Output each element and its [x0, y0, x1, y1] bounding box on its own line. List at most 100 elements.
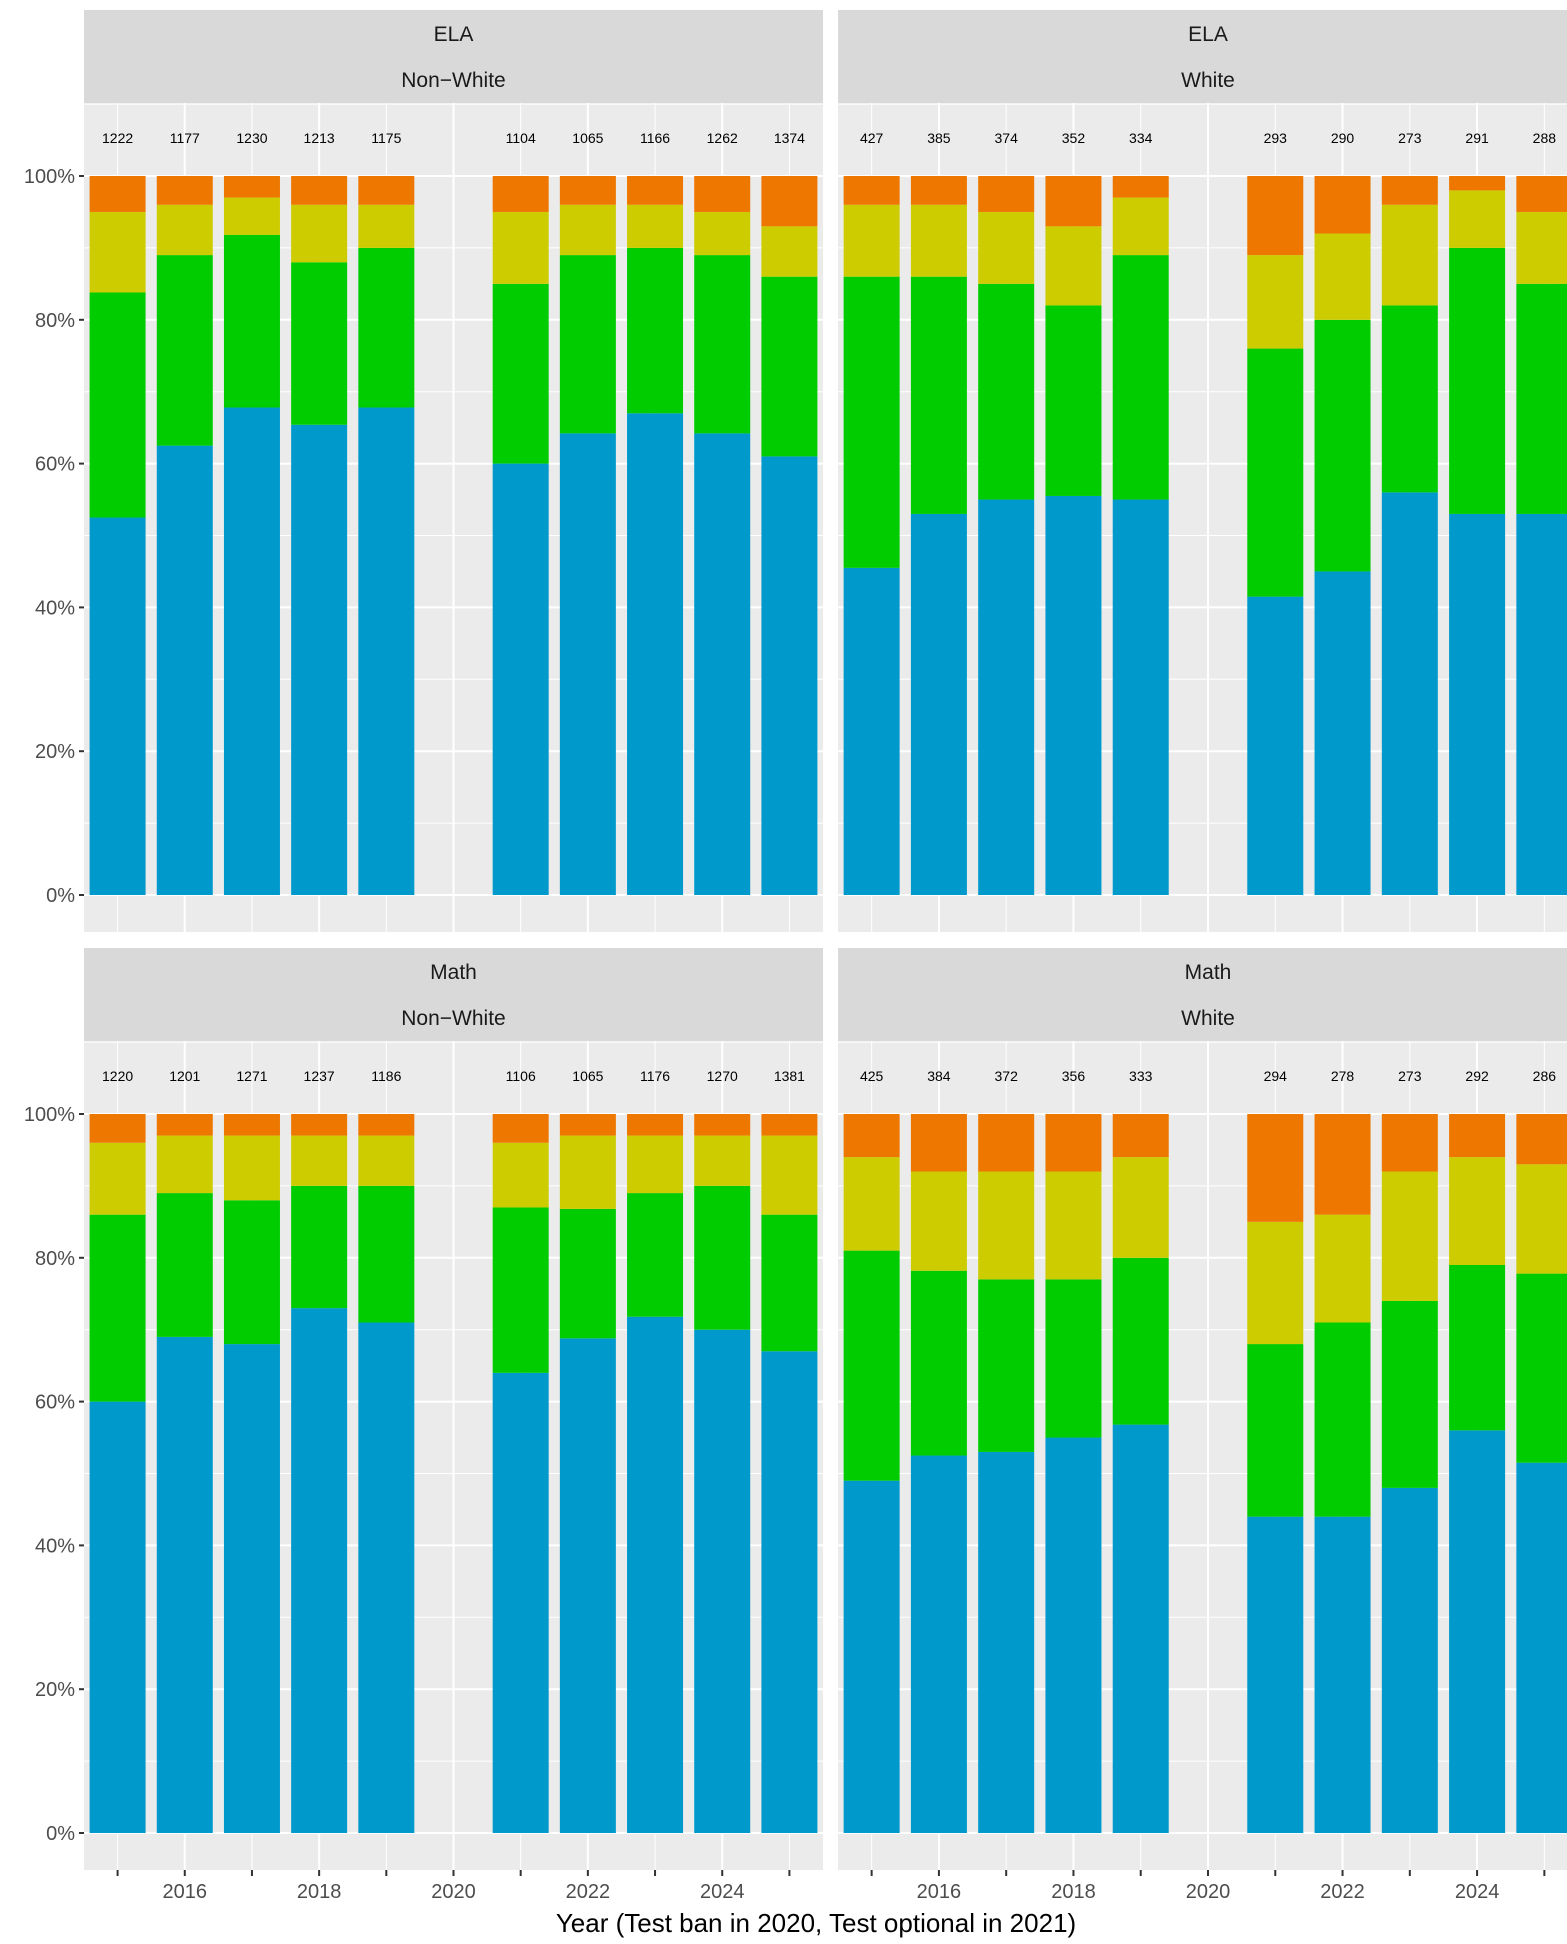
- bar-segment: [1112, 1257, 1169, 1425]
- bar-segment: [1112, 499, 1169, 895]
- bar-segment: [492, 176, 549, 212]
- bar-segment: [694, 211, 751, 256]
- bar-segment: [1247, 1516, 1304, 1833]
- bar-segment: [1247, 1221, 1304, 1345]
- bar-segment: [89, 292, 146, 518]
- bar-segment: [89, 1142, 146, 1215]
- bar-segment: [978, 1451, 1035, 1833]
- bar-segment: [223, 1135, 280, 1201]
- bar-segment: [1516, 1273, 1567, 1463]
- y-axes: 0% 20% 40% 60% 80% 100% 0% 20% 40% 60% 80% 100%: [24, 166, 84, 1845]
- bar-segment: [978, 1171, 1035, 1280]
- facet-strip: [838, 948, 1567, 1041]
- bar-segment: [1314, 1114, 1371, 1215]
- bar-segment: [843, 567, 900, 895]
- bar-segment: [1516, 211, 1567, 284]
- bar-segment: [843, 176, 900, 205]
- count-label: 333: [1129, 1068, 1153, 1084]
- bar-segment: [156, 255, 213, 446]
- bar-segment: [761, 1214, 818, 1352]
- bar-segment: [694, 1114, 751, 1136]
- count-label: 1220: [102, 1068, 133, 1084]
- x-tick-label: 2018: [1051, 1881, 1096, 1903]
- bar-segment: [1449, 190, 1506, 248]
- count-label: 1262: [707, 130, 738, 146]
- bar-segment: [1314, 571, 1371, 895]
- bar-segment: [843, 1250, 900, 1481]
- y-tick-label: 60%: [35, 454, 75, 476]
- count-label: 294: [1264, 1068, 1288, 1084]
- bar-segment: [1449, 1430, 1506, 1833]
- count-label: 1230: [236, 130, 267, 146]
- bar-segment: [1314, 1322, 1371, 1517]
- bar-segment: [1381, 1300, 1438, 1488]
- y-tick-label: 60%: [35, 1392, 75, 1414]
- facet-strip-subject: Math: [1185, 961, 1232, 984]
- facet-panels: ELA Non−White 1222 1177 1230 1213 1175 1104 1065…: [84, 10, 1567, 1870]
- count-label: 427: [860, 130, 884, 146]
- bar-segment: [156, 1135, 213, 1194]
- count-label: 273: [1398, 130, 1422, 146]
- bar-segment: [1112, 1424, 1169, 1833]
- bar-segment: [1247, 596, 1304, 895]
- bar-segment: [1449, 1157, 1506, 1265]
- bar-segment: [1516, 1114, 1567, 1165]
- x-tick-label: 2022: [1320, 1881, 1365, 1903]
- bar-segment: [761, 226, 818, 277]
- bar-segment: [223, 234, 280, 408]
- count-label: 292: [1465, 1068, 1489, 1084]
- count-label: 1374: [774, 130, 805, 146]
- count-label: 1201: [169, 1068, 200, 1084]
- bar-segment: [1112, 197, 1169, 256]
- bar-segment: [1247, 348, 1304, 597]
- bar-segment: [694, 255, 751, 434]
- bar-segment: [978, 1279, 1035, 1452]
- bar-segment: [910, 204, 967, 277]
- bar-segment: [1247, 176, 1304, 256]
- bar-segment: [358, 1135, 415, 1186]
- bar-segment: [1381, 204, 1438, 306]
- bar-segment: [627, 247, 684, 414]
- bar-segment: [910, 176, 967, 205]
- bar-segment: [978, 283, 1035, 500]
- count-label: 288: [1533, 130, 1557, 146]
- bar-segment: [492, 1114, 549, 1143]
- bar-segment: [1381, 305, 1438, 493]
- x-axes: 2016 2018 2020 2022 2024 2016 2018 2020 2022 2024: [116, 1870, 1546, 1903]
- count-label: 374: [995, 130, 1019, 146]
- bar-segment: [843, 1114, 900, 1158]
- bar-segment: [1449, 513, 1506, 895]
- count-label: 1186: [371, 1068, 401, 1084]
- count-label: 291: [1465, 130, 1489, 146]
- facet-strip: [84, 10, 823, 103]
- y-tick-label: 80%: [35, 310, 75, 332]
- y-tick-label: 40%: [35, 1535, 75, 1557]
- bar-segment: [156, 445, 213, 895]
- bar-segment: [223, 197, 280, 235]
- bar-segment: [1381, 1171, 1438, 1301]
- bar-segment: [910, 1270, 967, 1456]
- bar-segment: [910, 1114, 967, 1172]
- bar-segment: [156, 1114, 213, 1136]
- count-label: 1065: [572, 130, 603, 146]
- bar-segment: [1449, 247, 1506, 514]
- bar-segment: [843, 1480, 900, 1833]
- bar-segment: [1112, 255, 1169, 500]
- count-label: 372: [995, 1068, 1019, 1084]
- count-label: 1270: [707, 1068, 738, 1084]
- facet-strip: [838, 10, 1567, 103]
- count-label: 1166: [640, 130, 670, 146]
- x-tick-label: 2020: [1186, 1881, 1231, 1903]
- bar-segment: [1045, 495, 1102, 895]
- facet-strip-group: White: [1181, 69, 1235, 92]
- bar-segment: [559, 1114, 616, 1136]
- y-tick-label: 100%: [24, 166, 75, 188]
- bar-segment: [1112, 176, 1169, 198]
- bar-segment: [1381, 1114, 1438, 1172]
- y-tick-label: 20%: [35, 1679, 75, 1701]
- bar-segment: [1449, 1264, 1506, 1431]
- count-label: 1271: [236, 1068, 267, 1084]
- x-tick-label: 2016: [163, 1881, 208, 1903]
- count-label: 425: [860, 1068, 884, 1084]
- count-label: 1213: [304, 130, 335, 146]
